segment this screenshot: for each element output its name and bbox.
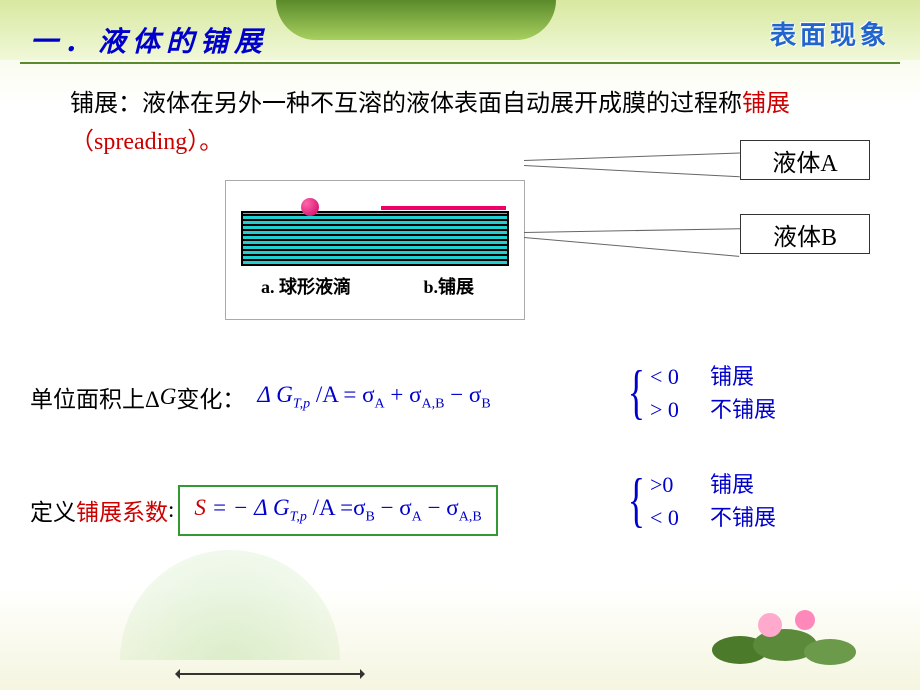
sc-equation-box: S = − Δ GT,p /A =σB − σA − σA,B: [178, 485, 497, 536]
pointer-b-1: [524, 228, 740, 233]
definition-prefix: 铺展：液体在另外一种不互溶的液体表面自动展开成膜的过程称: [70, 91, 742, 117]
spreading-coeff-row: 定义铺展系数: S = − Δ GT,p /A =σB − σA − σA,B: [30, 485, 498, 536]
dg-label-2: 变化：: [176, 380, 245, 414]
conditions-2: >0铺展 < 0不铺展: [650, 468, 776, 534]
label-liquid-b: 液体B: [740, 214, 870, 254]
dg-equation: Δ GT,p /A = σA + σA,B − σB: [257, 382, 490, 413]
header-divider: [20, 62, 900, 64]
lily-pad-decoration: [710, 590, 860, 670]
liquid-b-layer: [241, 211, 509, 266]
main-title: 一．液体的铺展: [30, 20, 268, 60]
pointer-a-2: [524, 165, 740, 177]
dg-label-g: G: [160, 384, 177, 410]
delta-g-formula-row: 单位面积上ΔG变化： Δ GT,p /A = σA + σA,B − σB: [30, 380, 491, 414]
bracket-2: {: [628, 466, 645, 535]
definition-text: 铺展：液体在另外一种不互溶的液体表面自动展开成膜的过程称铺展 （spreading…: [70, 85, 840, 162]
dg-label-1: 单位面积上Δ: [30, 380, 160, 414]
diagram-label-a: a. 球形液滴: [261, 273, 351, 299]
sc-label: 定义: [30, 493, 76, 527]
conditions-1: < 0铺展 > 0不铺展: [650, 360, 776, 426]
diagram-label-b: b.铺展: [423, 273, 474, 299]
top-curve-decoration: [276, 0, 556, 40]
spherical-droplet: [301, 198, 319, 216]
bottom-arrow: [180, 673, 360, 675]
bracket-1: {: [628, 358, 645, 427]
definition-suffix: （spreading）。: [70, 129, 223, 155]
label-liquid-a: 液体A: [740, 140, 870, 180]
sc-label-red: 铺展系数: [76, 493, 168, 527]
spread-film: [381, 206, 506, 210]
bottom-droplet-decoration: [120, 550, 340, 660]
pointer-b-2: [524, 237, 739, 257]
spreading-diagram: a. 球形液滴 b.铺展: [225, 180, 525, 320]
definition-keyword: 铺展: [742, 91, 790, 117]
subtitle: 表面现象: [770, 15, 890, 52]
